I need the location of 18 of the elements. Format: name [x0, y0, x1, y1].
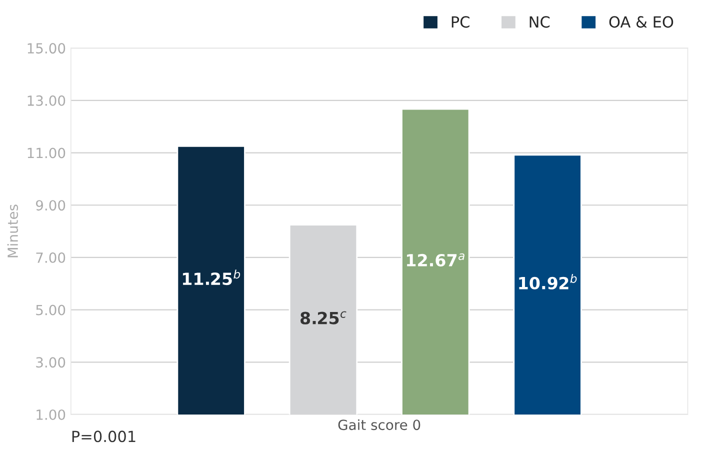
data-label: 8.25$^{c}$ — [300, 311, 346, 324]
text: P=0.001 — [72, 430, 136, 442]
y-tick-label: 15.00 — [28, 43, 66, 54]
y-tick-label: 11.00 — [28, 148, 66, 158]
y-tick-label: 3.00 — [36, 357, 66, 368]
y-tick-label: 7.00 — [36, 252, 66, 263]
legend-label: PC — [452, 16, 470, 28]
y-tick-label: 5.00 — [36, 304, 66, 316]
data-label: 11.25$^{b}$ — [182, 270, 240, 286]
legend-label: OA & EO — [609, 16, 674, 28]
data-label: 10.92$^{b}$ — [519, 274, 577, 290]
y-tick-label: 13.00 — [28, 95, 66, 106]
data-label: 12.67$^{a}$ — [407, 253, 464, 267]
y-tick-label: 1.00 — [36, 409, 66, 420]
legend-label: NC — [530, 16, 550, 28]
y-tick-label: 9.00 — [36, 200, 66, 211]
y-axis-title: Minutes — [7, 204, 18, 258]
x-tick-label: Gait score 0 — [338, 419, 420, 430]
